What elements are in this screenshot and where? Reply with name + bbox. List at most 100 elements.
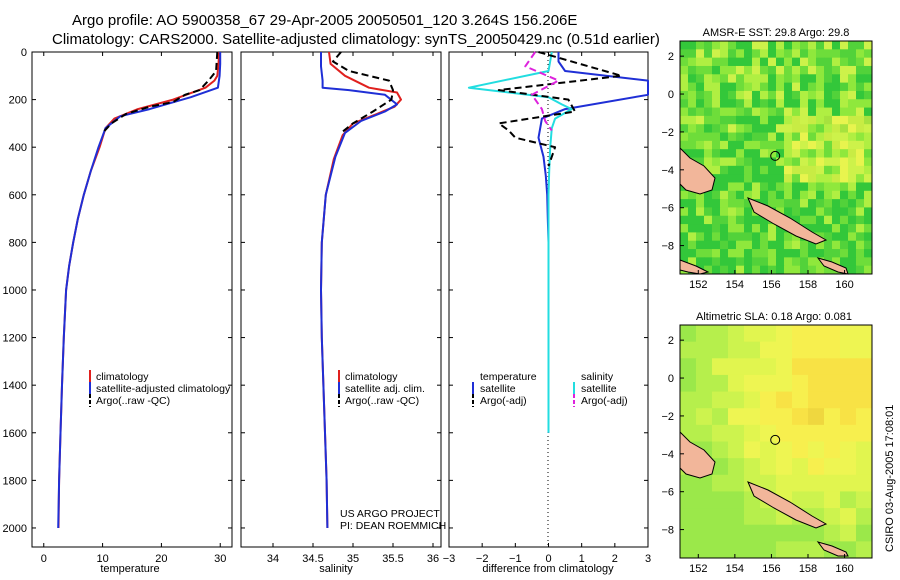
map-y-tick-label: 2 bbox=[668, 335, 674, 347]
map-cell bbox=[744, 249, 753, 258]
map-cell bbox=[856, 458, 873, 476]
map-cell bbox=[776, 224, 785, 233]
map-cell bbox=[848, 249, 857, 258]
map-cell bbox=[744, 325, 761, 343]
x-tick-label: −3 bbox=[443, 553, 456, 565]
map-cell bbox=[768, 165, 777, 175]
map-cell bbox=[792, 341, 809, 359]
map-cell bbox=[776, 149, 785, 158]
map-cell bbox=[856, 140, 865, 150]
map-cell bbox=[728, 249, 737, 258]
map-x-tick-label: 160 bbox=[835, 563, 853, 575]
map-cell bbox=[696, 541, 713, 559]
map-cell bbox=[800, 165, 809, 175]
map-cell bbox=[856, 491, 873, 509]
map-cell bbox=[752, 174, 761, 183]
map-cell bbox=[736, 57, 745, 67]
x-tick-label: 1 bbox=[579, 553, 585, 565]
map-cell bbox=[816, 140, 825, 150]
map-cell bbox=[696, 190, 705, 200]
map-cell bbox=[744, 215, 753, 225]
map-cell bbox=[696, 82, 705, 92]
y-tick-label: 200 bbox=[9, 95, 27, 107]
map-cell bbox=[824, 124, 833, 134]
map-cell bbox=[856, 424, 873, 442]
map-cell bbox=[736, 190, 745, 200]
map-cell bbox=[728, 232, 737, 242]
map-cell bbox=[824, 49, 833, 59]
map-cell bbox=[824, 57, 833, 67]
map-cell bbox=[696, 391, 713, 409]
map-cell bbox=[752, 107, 761, 117]
map-cell bbox=[744, 165, 753, 175]
map-cell bbox=[752, 232, 761, 242]
map-y-tick-label: 0 bbox=[668, 89, 674, 101]
map-cell bbox=[680, 358, 697, 376]
map-cell bbox=[696, 199, 705, 208]
map-cell bbox=[816, 65, 825, 75]
map-cell bbox=[696, 140, 705, 150]
map-cell bbox=[784, 149, 793, 158]
map-cell bbox=[760, 41, 769, 50]
map-cell bbox=[728, 165, 737, 175]
map-cell bbox=[808, 74, 817, 84]
map-cell bbox=[832, 165, 841, 175]
map-cell bbox=[792, 408, 809, 426]
y-tick-label: 400 bbox=[9, 142, 27, 154]
map-cell bbox=[744, 115, 753, 125]
map-cell bbox=[824, 41, 833, 50]
map-cell bbox=[832, 99, 841, 109]
temperature-y-ticks: 0 200 400 600 800 1000 1200 1400 1600 1800 2000 bbox=[3, 47, 232, 535]
map-cell bbox=[848, 207, 857, 217]
map-cell bbox=[816, 182, 825, 192]
map-cell bbox=[712, 132, 721, 142]
argo-float-marker bbox=[770, 434, 781, 445]
map-cell bbox=[696, 474, 713, 492]
map-cell bbox=[736, 165, 745, 175]
map-cell bbox=[696, 224, 705, 233]
map-cell bbox=[840, 232, 849, 242]
y-tick-label: 2000 bbox=[3, 523, 27, 535]
map-cell bbox=[680, 391, 697, 409]
map-cell bbox=[840, 165, 849, 175]
map-cell bbox=[856, 358, 873, 376]
map-cell bbox=[760, 325, 777, 343]
map-cell bbox=[760, 441, 777, 459]
map-cell bbox=[752, 65, 761, 75]
map-cell bbox=[688, 149, 697, 158]
map-cell bbox=[840, 207, 849, 217]
map-cell bbox=[848, 165, 857, 175]
map-cell bbox=[752, 41, 761, 50]
map-x-tick-label: 154 bbox=[726, 279, 744, 291]
map-cell bbox=[816, 207, 825, 217]
map-y-tick-label: −8 bbox=[661, 241, 674, 253]
argo-float-marker bbox=[770, 150, 781, 161]
temperature-x-ticks: 0 10 20 30 bbox=[41, 52, 226, 565]
map-cell bbox=[736, 132, 745, 142]
sst-x-ticks: 152 154 156 158 160 bbox=[689, 270, 854, 291]
map-cell bbox=[776, 474, 793, 492]
map-cell bbox=[864, 199, 873, 208]
map-cell bbox=[864, 182, 873, 192]
map-cell bbox=[720, 90, 729, 100]
map-cell bbox=[776, 49, 785, 59]
map-cell bbox=[744, 265, 753, 275]
map-cell bbox=[800, 240, 809, 250]
map-cell bbox=[736, 124, 745, 134]
x-tick-label: 35.5 bbox=[382, 553, 403, 565]
map-cell bbox=[856, 249, 865, 258]
map-cell bbox=[824, 224, 833, 233]
y-tick-label: 1000 bbox=[3, 285, 27, 297]
map-cell bbox=[704, 190, 713, 200]
map-cell bbox=[832, 190, 841, 200]
map-cell bbox=[720, 115, 729, 125]
map-cell bbox=[856, 174, 865, 183]
map-cell bbox=[720, 165, 729, 175]
legend-label-sal-satellite: satellite bbox=[581, 383, 617, 395]
map-cell bbox=[824, 508, 841, 526]
map-cell bbox=[776, 265, 785, 275]
map-cell bbox=[696, 157, 705, 167]
map-cell bbox=[720, 174, 729, 183]
map-cell bbox=[824, 374, 841, 393]
map-cell bbox=[736, 199, 745, 208]
